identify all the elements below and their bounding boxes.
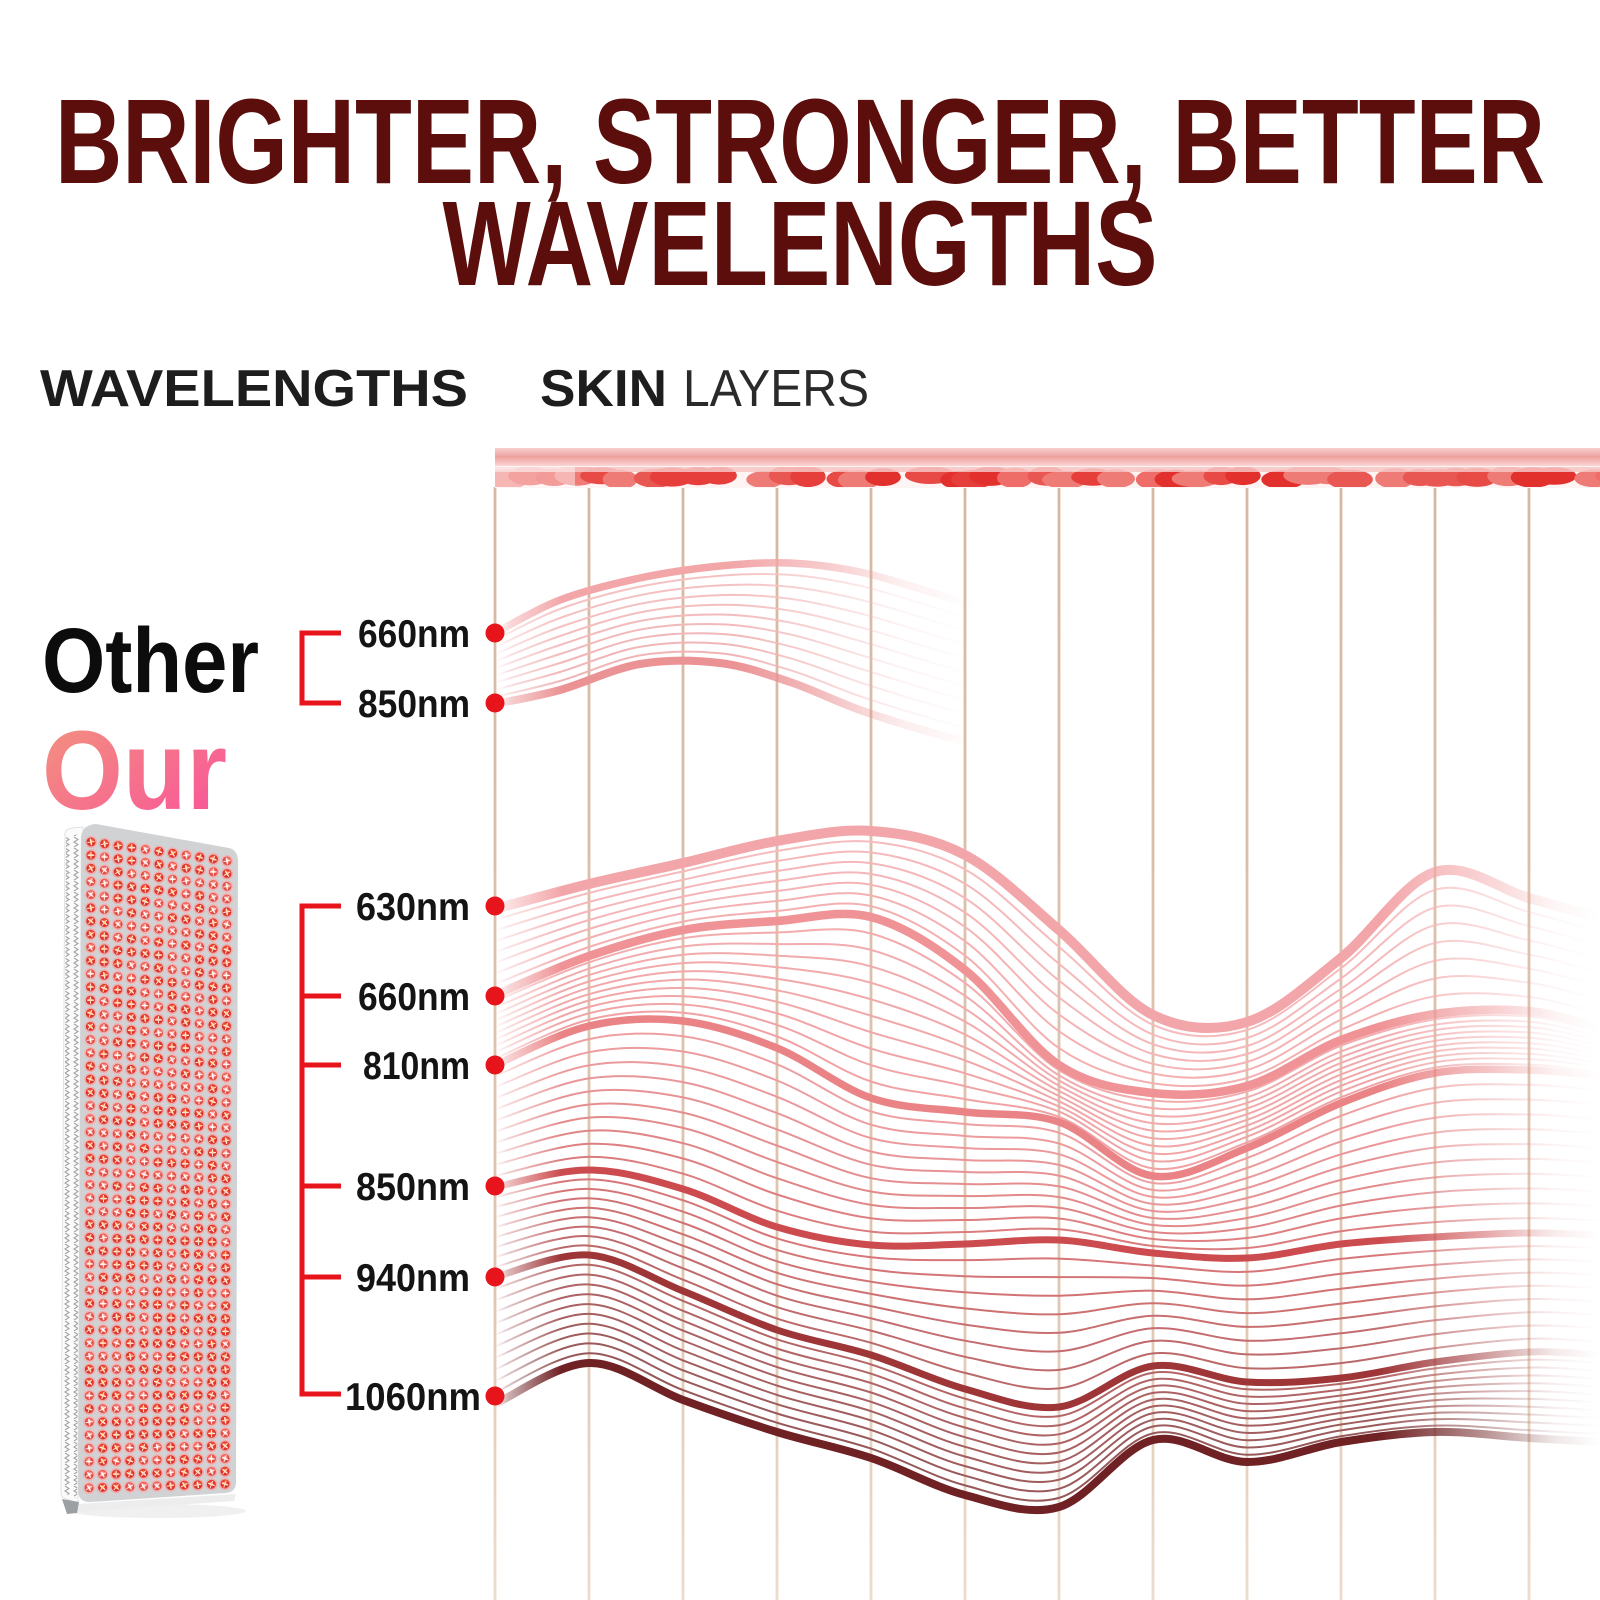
svg-text:WAVELENGTHS: WAVELENGTHS <box>443 175 1158 311</box>
svg-text:660nm: 660nm <box>358 613 470 656</box>
svg-text:850nm: 850nm <box>358 683 470 726</box>
svg-text:Other: Other <box>42 610 259 712</box>
svg-text:630nm: 630nm <box>356 886 470 929</box>
svg-text:660nm: 660nm <box>358 976 470 1019</box>
svg-text:810nm: 810nm <box>363 1045 470 1088</box>
svg-text:WAVELENGTHS: WAVELENGTHS <box>40 360 468 418</box>
svg-text:BRIGHTER, STRONGER, BETTER: BRIGHTER, STRONGER, BETTER <box>55 73 1545 209</box>
svg-text:Our: Our <box>42 708 227 833</box>
svg-text:LAYERS: LAYERS <box>683 360 869 418</box>
svg-text:850nm: 850nm <box>356 1166 470 1209</box>
svg-text:940nm: 940nm <box>356 1257 470 1300</box>
svg-text:1060nm: 1060nm <box>345 1376 481 1419</box>
svg-text:SKIN: SKIN <box>540 360 667 418</box>
